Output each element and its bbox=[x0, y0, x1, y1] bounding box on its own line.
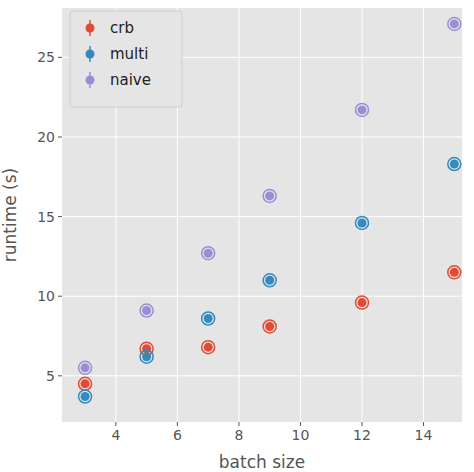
marker-ring bbox=[202, 247, 215, 260]
tick-label: 6 bbox=[173, 427, 182, 443]
point bbox=[81, 379, 90, 388]
legend-label: multi bbox=[110, 45, 148, 63]
grid-line bbox=[362, 8, 363, 422]
marker-ring bbox=[448, 266, 461, 279]
tick-label: 4 bbox=[111, 427, 120, 443]
legend-swatch bbox=[86, 76, 95, 85]
chart: 4 6 8 10 12 14 5 10 15 20 25 batch size runtime (s) c… bbox=[0, 0, 474, 472]
legend-swatch bbox=[86, 50, 95, 59]
grid-line bbox=[62, 136, 462, 137]
point bbox=[265, 322, 274, 331]
tick-label: 15 bbox=[37, 209, 55, 225]
grid-line bbox=[423, 8, 424, 422]
marker-ring bbox=[356, 103, 369, 116]
marks bbox=[79, 17, 461, 403]
marker-ring bbox=[202, 341, 215, 354]
marker-ring bbox=[448, 17, 461, 30]
point bbox=[450, 19, 459, 28]
grid-line bbox=[62, 296, 462, 297]
legend-label: crb bbox=[110, 19, 134, 37]
legend-label: naive bbox=[110, 71, 151, 89]
grid-line bbox=[62, 375, 462, 376]
legend-box bbox=[70, 11, 182, 107]
axis-label: batch size bbox=[219, 452, 305, 472]
marker-ring bbox=[448, 158, 461, 171]
point bbox=[204, 249, 213, 258]
grid-line bbox=[238, 8, 239, 422]
point bbox=[358, 298, 367, 307]
tick bbox=[115, 422, 116, 426]
point bbox=[204, 314, 213, 323]
tick-label: 12 bbox=[353, 427, 371, 443]
tick bbox=[423, 422, 424, 426]
grid-line bbox=[300, 8, 301, 422]
tick-label: 14 bbox=[415, 427, 433, 443]
tick bbox=[362, 422, 363, 426]
tick bbox=[58, 57, 62, 58]
tick bbox=[238, 422, 239, 426]
legend-swatch bbox=[86, 24, 95, 33]
point bbox=[81, 392, 90, 401]
marker-ring bbox=[263, 274, 276, 287]
point bbox=[450, 160, 459, 169]
axis-label: runtime (s) bbox=[0, 168, 20, 262]
marker-ring bbox=[79, 361, 92, 374]
grid-line bbox=[62, 216, 462, 217]
marker-ring bbox=[202, 312, 215, 325]
point bbox=[81, 363, 90, 372]
tick-label: 25 bbox=[37, 49, 55, 65]
tick bbox=[300, 422, 301, 426]
marker-ring bbox=[140, 350, 153, 363]
marker-ring bbox=[263, 189, 276, 202]
point bbox=[265, 191, 274, 200]
tick bbox=[177, 422, 178, 426]
marker-ring bbox=[79, 390, 92, 403]
point bbox=[142, 352, 151, 361]
point bbox=[142, 306, 151, 315]
point bbox=[265, 276, 274, 285]
tick-label: 5 bbox=[46, 368, 55, 384]
tick bbox=[58, 216, 62, 217]
marker-ring bbox=[263, 320, 276, 333]
plot-area bbox=[62, 8, 462, 422]
marker-ring bbox=[140, 304, 153, 317]
tick-label: 10 bbox=[37, 288, 55, 304]
marker-ring bbox=[356, 216, 369, 229]
tick bbox=[58, 136, 62, 137]
tick-label: 20 bbox=[37, 129, 55, 145]
point bbox=[204, 343, 213, 352]
point bbox=[450, 268, 459, 277]
marker-ring bbox=[79, 377, 92, 390]
tick bbox=[58, 375, 62, 376]
tick-label: 8 bbox=[234, 427, 243, 443]
marker-ring bbox=[356, 296, 369, 309]
tick bbox=[58, 296, 62, 297]
tick-label: 10 bbox=[292, 427, 310, 443]
point bbox=[358, 218, 367, 227]
point bbox=[358, 105, 367, 114]
